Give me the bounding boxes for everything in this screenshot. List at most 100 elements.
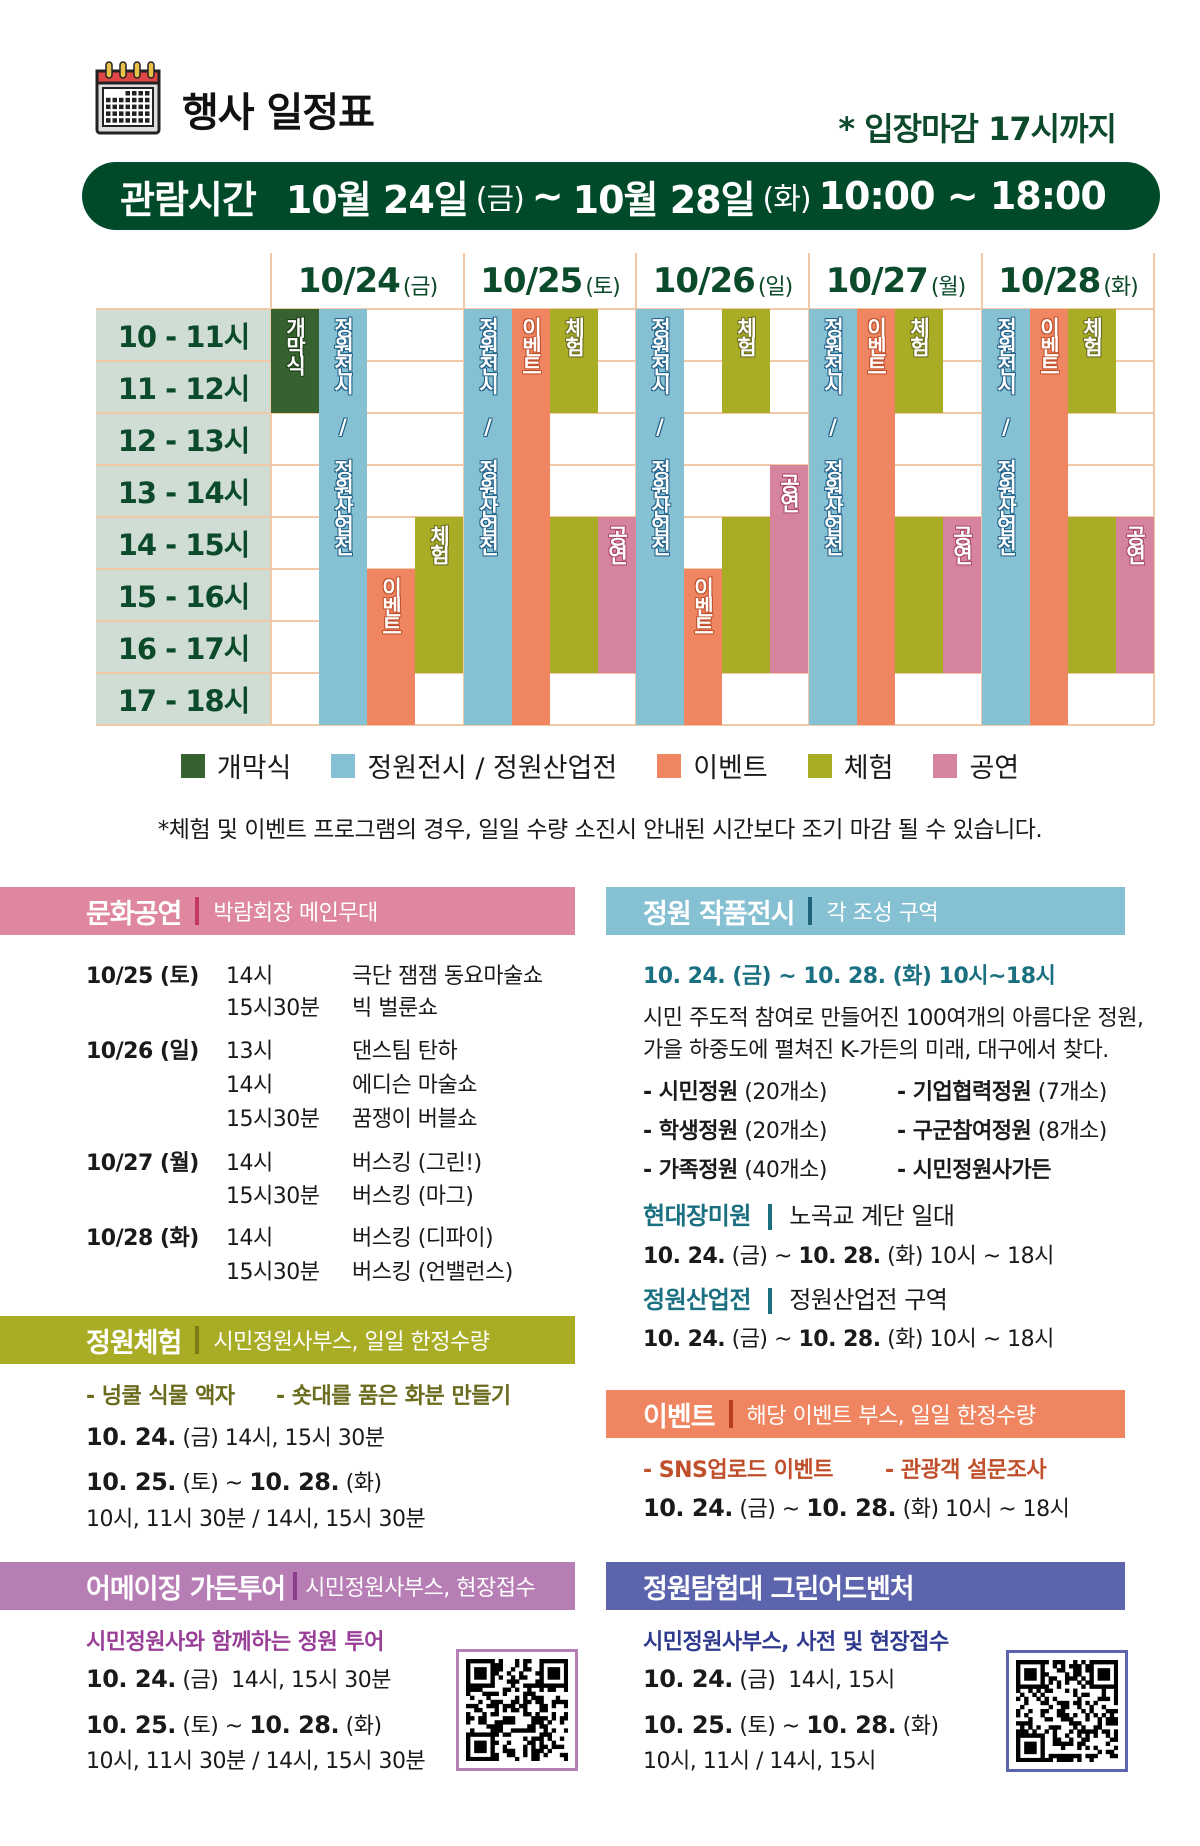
experience-item: - 넝쿨 식물 액자 <box>86 1384 235 1409</box>
garden-type-name: - 시민정원 <box>643 1080 738 1105</box>
section-title: 어메이징 가든투어 <box>86 1573 286 1605</box>
schedule-block-experience <box>895 517 943 673</box>
section-title: 정원체험 <box>86 1327 182 1359</box>
times: 14시, 15시 30분 <box>224 1426 385 1451</box>
performance-date: 10/25 (토) <box>86 964 199 989</box>
date: 10. 28. <box>798 1244 881 1269</box>
rose-garden-place: 노곡교 계단 일대 <box>789 1202 955 1230</box>
divider <box>728 1400 733 1428</box>
block-label: 정원전시 / 정원산업전 <box>648 317 672 554</box>
schedule-block-experience: 체험 <box>1068 309 1116 413</box>
grid-row-line <box>96 724 1154 726</box>
day-header: 10/25 (토) <box>464 253 636 309</box>
legend-label: 개막식 <box>216 753 292 784</box>
performance-time: 15시30분 <box>226 996 320 1021</box>
time-slot-label: 12 - 13시 <box>96 413 271 465</box>
garden-type-item: - 학생정원 (20개소) <box>643 1113 827 1145</box>
day-header: 10/24 (금) <box>271 253 464 309</box>
garden-type-item: - 시민정원 (20개소) <box>643 1074 827 1106</box>
adventure-qr-code[interactable] <box>1006 1650 1128 1772</box>
performance-name: 에디슨 마술쇼 <box>352 1073 477 1098</box>
grid-day-divider <box>463 253 465 725</box>
schedule-block-event: 이벤트 <box>1030 309 1068 725</box>
grid-day-divider <box>808 253 810 725</box>
schedule-block-performance: 공연 <box>1116 517 1154 673</box>
schedule-block-performance: 공연 <box>598 517 636 673</box>
section-subtitle: 해당 이벤트 부스, 일일 한정수량 <box>746 1404 1037 1429</box>
adventure-description: 시민정원사부스, 사전 및 현장접수 <box>643 1630 949 1655</box>
divider <box>293 1572 298 1600</box>
dow: (토) <box>182 1714 219 1739</box>
start-dow: (금) <box>475 182 525 217</box>
industry-title: 정원산업전 <box>643 1286 751 1314</box>
performance-name: 꿈쟁이 버블쇼 <box>352 1107 477 1132</box>
section-title: 이벤트 <box>643 1401 716 1433</box>
legend-label: 이벤트 <box>693 753 768 784</box>
block-label: 정원전시 / 정원산업전 <box>994 317 1018 554</box>
schedule-block-opening: 개막식 <box>271 309 319 413</box>
tour-times: 10시, 11시 30분 / 14시, 15시 30분 <box>86 1749 426 1774</box>
qr-code-icon <box>1016 1660 1119 1763</box>
schedule-block-event: 이벤트 <box>684 569 722 725</box>
legend-label: 정원전시 / 정원산업전 <box>367 753 618 784</box>
date: 10. 24. <box>643 1327 726 1352</box>
schedule-block-performance: 공연 <box>943 517 981 673</box>
industry-place: 정원산업전 구역 <box>789 1286 948 1314</box>
times: 14시, 15시 <box>788 1668 895 1693</box>
time-slot-label: 11 - 12시 <box>96 361 271 413</box>
grid-day-divider <box>981 253 983 725</box>
grid-row-line <box>96 464 1154 466</box>
schedule-block-garden: 정원전시 / 정원산업전 <box>319 309 367 725</box>
entry-deadline-note: * 입장마감 17시까지 <box>838 110 1117 148</box>
hours: 10시 ~ 18시 <box>929 1244 1054 1269</box>
garden-type-count: (8개소) <box>1037 1119 1108 1144</box>
divider <box>768 1288 773 1314</box>
legend-label: 공연 <box>969 753 1020 784</box>
performance-time: 14시 <box>226 964 273 989</box>
time-slot-label: 16 - 17시 <box>96 621 271 673</box>
dow: (토) <box>182 1471 219 1496</box>
events-period: 10. 24. (금) ~ 10. 28. (화) 10시 ~ 18시 <box>643 1491 1070 1523</box>
rose-garden-period: 10. 24. (금) ~ 10. 28. (화) 10시 ~ 18시 <box>643 1238 1054 1270</box>
dow: (화) <box>902 1497 939 1522</box>
dow: (토) <box>739 1714 776 1739</box>
performance-time: 14시 <box>226 1151 273 1176</box>
divider <box>195 897 200 925</box>
block-label: 이벤트 <box>379 577 403 634</box>
tour-qr-code[interactable] <box>456 1649 578 1771</box>
garden-type-count: (20개소) <box>744 1080 827 1105</box>
performance-name: 버스킹 (마그) <box>352 1184 474 1209</box>
garden-type-count: (20개소) <box>744 1119 827 1144</box>
exhibition-desc: 시민 주도적 참여로 만들어진 100여개의 아름다운 정원, <box>643 1006 1144 1031</box>
hours: 10시 ~ 18시 <box>945 1497 1070 1522</box>
block-label: 체험 <box>734 317 758 355</box>
grid-row-line <box>96 568 1154 570</box>
adventure-times: 10시, 11시 / 14시, 15시 <box>643 1749 876 1774</box>
times: 14시, 15시 30분 <box>231 1668 391 1693</box>
grid-row-line <box>96 672 1154 674</box>
block-label: 이벤트 <box>1037 317 1061 374</box>
section-header-adventure: 정원탐험대 그린어드벤처 <box>606 1562 1125 1610</box>
time-slot-label: 13 - 14시 <box>96 465 271 517</box>
block-label: 공연 <box>950 525 974 563</box>
legend-item: 체험 <box>807 746 894 785</box>
schedule-block-garden: 정원전시 / 정원산업전 <box>982 309 1030 725</box>
date: 10. 24. <box>643 1665 733 1693</box>
schedule-block-experience <box>722 517 770 673</box>
date: 10. 25. <box>86 1711 176 1739</box>
block-label: 체험 <box>562 317 586 355</box>
garden-type-count: (40개소) <box>744 1158 827 1183</box>
early-close-notice: *체험 및 이벤트 프로그램의 경우, 일일 수량 소진시 안내된 시간보다 조… <box>157 817 1043 843</box>
date: 10. 28. <box>806 1711 897 1739</box>
section-header-performances: 문화공연 박람회장 메인무대 <box>0 887 575 935</box>
dow: (화) <box>887 1244 923 1269</box>
section-header-tour: 어메이징 가든투어 시민정원사부스, 현장접수 <box>0 1562 575 1610</box>
schedule-block-garden: 정원전시 / 정원산업전 <box>809 309 857 725</box>
rose-garden-heading: 현대장미원 노곡교 계단 일대 <box>643 1196 955 1231</box>
legend-label: 체험 <box>843 753 894 784</box>
schedule-block-experience: 체험 <box>415 517 463 673</box>
day-date: 10/24 <box>297 261 401 301</box>
day-of-week: (일) <box>757 275 793 300</box>
schedule-block-experience <box>550 517 598 673</box>
legend-item: 개막식 <box>180 746 292 785</box>
